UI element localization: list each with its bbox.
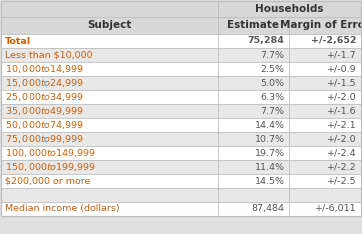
Text: $25,000 to $34,999: $25,000 to $34,999 [5,91,84,103]
Bar [218,132,289,146]
Bar [218,17,289,34]
Text: +/-2.2: +/-2.2 [327,162,357,172]
Bar [1,118,218,132]
Text: $200,000 or more: $200,000 or more [5,176,90,186]
Text: +/-1.5: +/-1.5 [327,78,357,88]
Text: +/-6,011: +/-6,011 [315,205,357,213]
Text: 75,284: 75,284 [248,37,285,45]
Text: 7.7%: 7.7% [261,106,285,116]
Text: $10,000 to $14,999: $10,000 to $14,999 [5,63,84,75]
Bar [218,104,289,118]
Bar [289,202,361,216]
Bar [1,17,218,34]
Text: +/-1.6: +/-1.6 [327,106,357,116]
Bar [1,160,218,174]
Text: +/-2.4: +/-2.4 [327,149,357,157]
Bar [289,132,361,146]
Text: 14.4%: 14.4% [254,121,285,129]
Bar [218,48,289,62]
Text: 6.3%: 6.3% [261,92,285,102]
Text: Margin of Error: Margin of Error [280,21,362,30]
Bar [289,118,361,132]
Bar [1,1,218,17]
Text: 2.5%: 2.5% [261,65,285,73]
Text: 14.5%: 14.5% [254,176,285,186]
Bar [289,17,361,34]
Text: +/-0.9: +/-0.9 [327,65,357,73]
Text: 5.0%: 5.0% [261,78,285,88]
Bar [1,188,218,202]
Bar [1,132,218,146]
Text: +/-2.5: +/-2.5 [327,176,357,186]
Bar [1,202,218,216]
Bar [289,174,361,188]
Text: $100,000 to $149,999: $100,000 to $149,999 [5,147,96,159]
Bar [218,34,289,48]
Text: 87,484: 87,484 [252,205,285,213]
Bar [1,146,218,160]
Text: $35,000 to $49,999: $35,000 to $49,999 [5,105,84,117]
Text: Total: Total [5,37,31,45]
Text: +/-1.7: +/-1.7 [327,51,357,59]
Text: $150,000 to $199,999: $150,000 to $199,999 [5,161,96,173]
Text: $15,000 to $24,999: $15,000 to $24,999 [5,77,84,89]
Text: Less than $10,000: Less than $10,000 [5,51,93,59]
Bar [1,62,218,76]
Bar [289,62,361,76]
Bar [1,48,218,62]
Text: +/-2.0: +/-2.0 [327,92,357,102]
Text: Households: Households [255,4,324,14]
Bar [218,160,289,174]
Text: 11.4%: 11.4% [254,162,285,172]
Bar [289,34,361,48]
Text: Subject: Subject [87,21,132,30]
Bar [289,76,361,90]
Text: $75,000 to $99,999: $75,000 to $99,999 [5,133,84,145]
Bar [1,90,218,104]
Bar [218,188,289,202]
Bar [218,146,289,160]
Bar [1,174,218,188]
Text: +/-2.1: +/-2.1 [327,121,357,129]
Bar [1,104,218,118]
Bar [1,76,218,90]
Bar [289,90,361,104]
Text: +/-2,652: +/-2,652 [311,37,357,45]
Bar [1,34,218,48]
Bar [218,1,361,17]
Text: 19.7%: 19.7% [254,149,285,157]
Text: +/-2.0: +/-2.0 [327,135,357,143]
Bar [289,160,361,174]
Bar [289,146,361,160]
Bar [218,62,289,76]
Text: 7.7%: 7.7% [261,51,285,59]
Bar [218,90,289,104]
Bar [289,48,361,62]
Text: Estimate: Estimate [227,21,279,30]
Bar [289,188,361,202]
Bar [218,118,289,132]
Bar [289,104,361,118]
Text: 10.7%: 10.7% [254,135,285,143]
Bar [218,202,289,216]
Bar [218,174,289,188]
Text: Median income (dollars): Median income (dollars) [5,205,119,213]
Text: $50,000 to $74,999: $50,000 to $74,999 [5,119,84,131]
Bar [218,76,289,90]
